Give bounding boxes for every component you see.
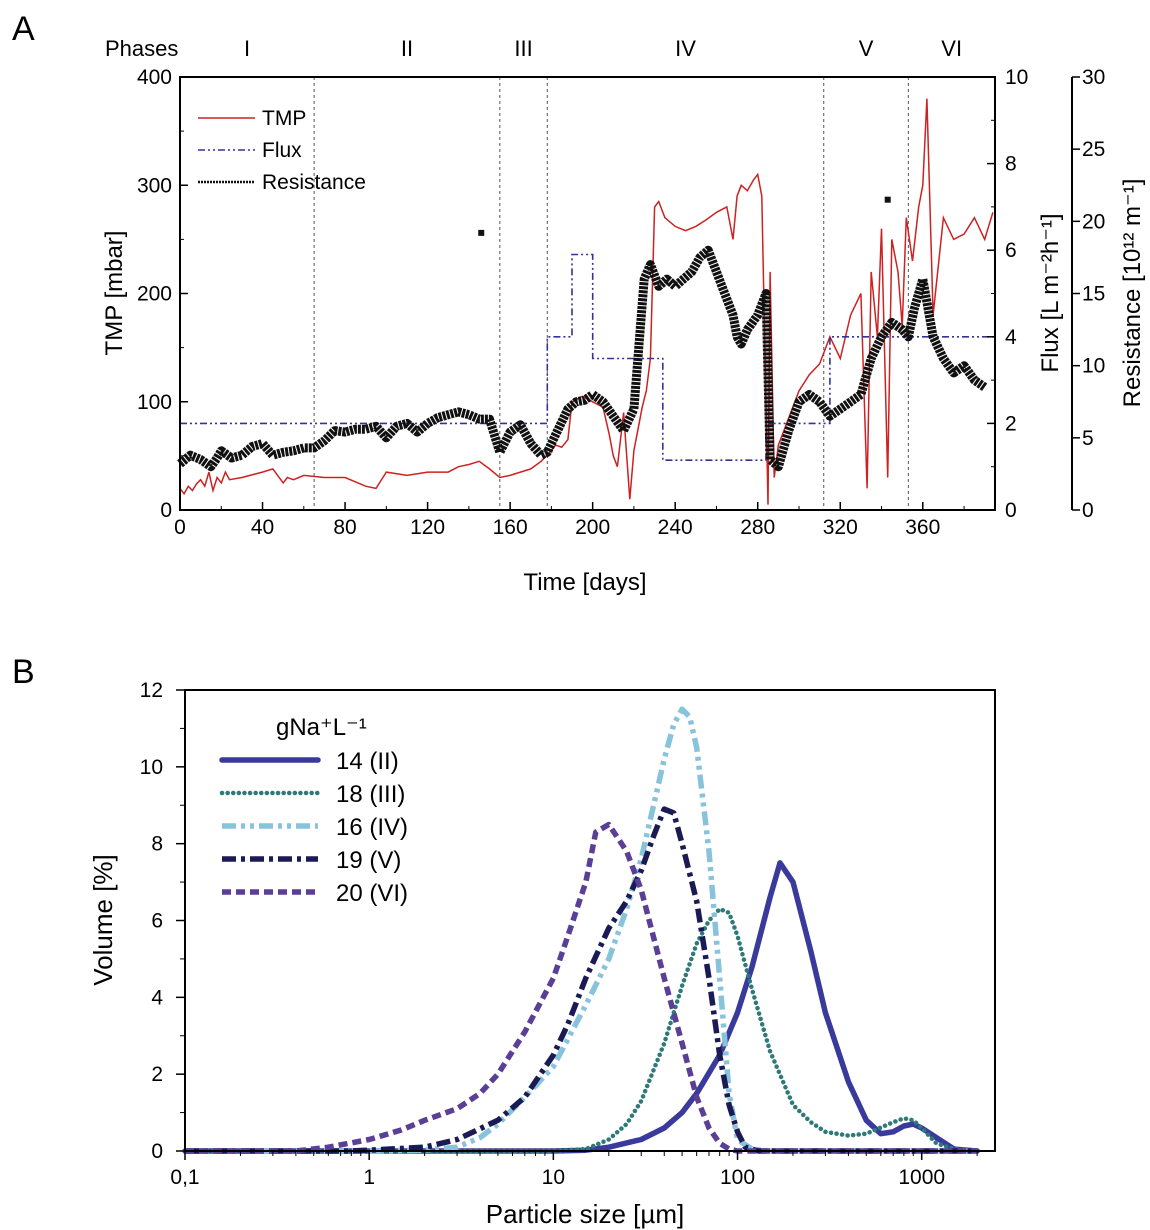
series-b-line (185, 821, 978, 1154)
series-tmp-line (179, 98, 994, 505)
plot-b (182, 706, 980, 1154)
panel-b: B 0,1 1 10 100 1000 0 2 4 6 8 10 12 Particle size [… (12, 653, 996, 1229)
legend-a: TMP Flux Resistance (198, 107, 366, 194)
y-tick-label-flux: 4 (1005, 326, 1017, 349)
x-tick-label-a: 160 (493, 516, 528, 539)
y-tick-label-b: 4 (151, 986, 163, 1009)
resistance-point (478, 229, 485, 236)
y-tick-label-flux: 0 (1005, 499, 1017, 522)
panel-a-letter: A (12, 10, 35, 48)
series-b-line (182, 906, 980, 1154)
panel-a: A Phases I II III IV V VI 0 40 80 120 160 200 240 28… (12, 10, 1146, 596)
y-tick-label-tmp: 300 (137, 174, 172, 197)
phase-label: IV (675, 36, 696, 61)
legend-b: gNa⁺L⁻¹ 14 (II) 18 (III) 16 (IV) 19 (V) 20 (V… (219, 714, 408, 907)
phase-labels: I II III IV V VI (244, 36, 962, 61)
x-tick-label-a: 360 (905, 516, 940, 539)
y-tick-label-tmp: 200 (137, 283, 172, 306)
legend-b-label: 19 (V) (336, 847, 401, 874)
x-tick-label-b: 1000 (898, 1166, 945, 1189)
y-axis-title-flux: Flux [L m⁻²h⁻¹] (1037, 213, 1064, 372)
y-tick-label-resistance: 15 (1082, 283, 1105, 306)
y-tick-label-tmp: 0 (160, 499, 172, 522)
phase-label: III (514, 36, 532, 61)
y-axis-title-tmp: TMP [mbar] (101, 231, 128, 356)
x-axis-title-b: Particle size [µm] (486, 1199, 684, 1229)
x-tick-label-a: 0 (174, 516, 186, 539)
y-tick-label-resistance: 25 (1082, 138, 1105, 161)
y-tick-label-b: 8 (151, 833, 163, 856)
series-resistance-line (177, 245, 988, 472)
x-tick-label-a: 200 (575, 516, 610, 539)
y-tick-label-flux: 2 (1005, 412, 1017, 435)
plot-a (177, 77, 995, 510)
legend-a-label: Resistance (262, 171, 366, 194)
legend-a-label: TMP (262, 107, 306, 130)
y-tick-label-flux: 10 (1005, 66, 1028, 89)
y-tick-label-resistance: 30 (1082, 66, 1105, 89)
legend-b-label: 16 (IV) (336, 814, 408, 841)
axes-b: 0,1 1 10 100 1000 0 2 4 6 8 10 12 (140, 679, 978, 1189)
series-b-line (185, 706, 978, 1154)
series-b-line (182, 860, 980, 1154)
series-flux-line (180, 253, 995, 462)
y-tick-label-resistance: 20 (1082, 210, 1105, 233)
y-tick-label-resistance: 5 (1082, 427, 1094, 450)
y-tick-label-flux: 8 (1005, 153, 1017, 176)
phase-label: VI (941, 36, 962, 61)
x-tick-label-b: 100 (720, 1166, 755, 1189)
panel-b-letter: B (12, 653, 35, 691)
phase-label: II (401, 36, 413, 61)
y-tick-label-tmp: 400 (137, 66, 172, 89)
x-axis-title-a: Time [days] (523, 569, 646, 596)
y-tick-label-b: 10 (140, 756, 163, 779)
x-tick-label-b: 10 (542, 1166, 565, 1189)
phase-label: V (859, 36, 874, 61)
x-tick-label-a: 280 (740, 516, 775, 539)
y-tick-label-flux: 6 (1005, 239, 1017, 262)
series-b-line (185, 806, 978, 1154)
y-axis-title-b: Volume [%] (88, 854, 118, 986)
axes-a: 0 40 80 120 160 200 240 280 320 36001002003004000… (137, 66, 1105, 539)
y-tick-label-resistance: 10 (1082, 355, 1105, 378)
y-tick-label-b: 12 (140, 679, 163, 702)
phases-label: Phases (105, 36, 178, 61)
legend-b-title: gNa⁺L⁻¹ (276, 714, 367, 741)
y-axis-title-resistance: Resistance [10¹² m⁻¹] (1119, 179, 1146, 408)
legend-b-label: 14 (II) (336, 748, 399, 775)
legend-b-label: 18 (III) (336, 781, 405, 808)
x-tick-label-a: 320 (823, 516, 858, 539)
y-tick-label-b: 6 (151, 910, 163, 933)
x-tick-label-b: 0,1 (170, 1166, 199, 1189)
legend-b-label: 20 (VI) (336, 880, 408, 907)
y-tick-label-b: 0 (151, 1140, 163, 1163)
y-tick-label-tmp: 100 (137, 391, 172, 414)
x-tick-label-b: 1 (363, 1166, 375, 1189)
x-tick-label-a: 120 (410, 516, 445, 539)
x-tick-label-a: 240 (658, 516, 693, 539)
resistance-point (884, 196, 891, 203)
y-tick-label-resistance: 0 (1082, 499, 1094, 522)
legend-a-label: Flux (262, 139, 302, 162)
x-tick-label-a: 40 (251, 516, 274, 539)
phase-label: I (244, 36, 250, 61)
x-tick-label-a: 80 (333, 516, 356, 539)
y-tick-label-b: 2 (151, 1063, 163, 1086)
